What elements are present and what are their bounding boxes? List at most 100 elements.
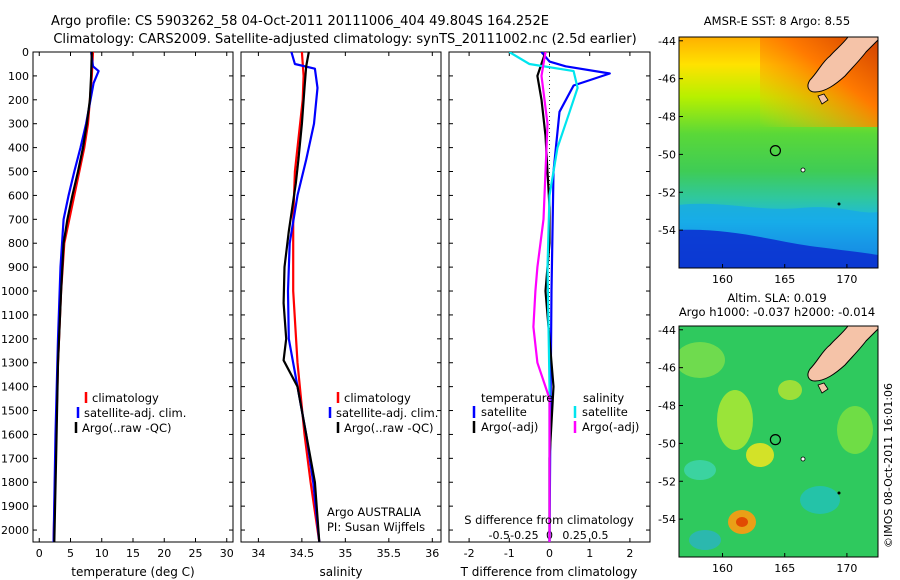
map-y-tick-label: -50 [658, 148, 676, 161]
campbell-island [837, 491, 841, 495]
temperature-legend: climatology satellite-adj. clim. Argo(..… [74, 391, 186, 435]
legend-satellite: satellite-adj. clim. [84, 406, 186, 420]
land-stewart-island [817, 382, 829, 394]
map-y-tick-label: -50 [658, 437, 676, 450]
map-x-tick-label: 160 [712, 562, 733, 575]
y-tick-label: 1100 [1, 309, 29, 322]
series-line-argo-raw-qc- [53, 52, 93, 542]
x-tick-label: 20 [157, 547, 171, 560]
map-y-tick-label: -46 [658, 73, 676, 86]
land-south-island [807, 326, 878, 382]
s-tick-label: -0.25 [510, 529, 538, 542]
y-tick-label: 100 [8, 70, 29, 83]
y-tick-label: 900 [8, 261, 29, 274]
sla-map-frame [678, 325, 879, 558]
s-tick-label: -0.5 [489, 529, 510, 542]
y-tick-label: 1800 [1, 476, 29, 489]
title-line2: Climatology: CARS2009. Satellite-adjuste… [53, 32, 636, 47]
x-tick-label: 0 [36, 547, 43, 560]
x-tick-label: 34 [251, 547, 265, 560]
difference-series-group [508, 52, 611, 542]
salinity-panel [240, 51, 442, 543]
x-tick-label: -1 [504, 547, 515, 560]
land-south-island [807, 37, 878, 93]
series-line-satellite-adj-clim- [52, 52, 100, 542]
series-layer [52, 52, 611, 542]
imos-watermark: ©IMOS 08-Oct-2011 16:01:06 [882, 383, 895, 548]
map-x-tick-label: 165 [774, 273, 795, 286]
xlabel-salinity: salinity [319, 565, 362, 579]
x-tick-label: 0 [546, 547, 553, 560]
y-tick-label: 1900 [1, 500, 29, 513]
x-tick-label: -2 [464, 547, 475, 560]
temperature-panel [32, 51, 234, 543]
series-line-argo-raw-qc- [282, 52, 321, 542]
x-tick-label: 1 [586, 547, 593, 560]
y-tick-label: 2000 [1, 524, 29, 537]
sla-anomaly [679, 342, 725, 378]
y-tick-label: 1200 [1, 333, 29, 346]
legend-satellite: satellite-adj. clim. [336, 406, 438, 420]
y-tick-label: 1000 [1, 285, 29, 298]
temperature-series-group [52, 52, 100, 542]
salinity-series-group [282, 52, 321, 542]
series-line-argo-adj- [536, 52, 555, 542]
sla-anomaly [746, 443, 774, 467]
auckland-islands [800, 167, 806, 173]
y-tick-label: 1400 [1, 381, 29, 394]
map-x-tick-label: 165 [774, 562, 795, 575]
sla-anomaly [837, 406, 873, 454]
series-line-satellite [508, 52, 579, 542]
map-y-tick-label: -48 [658, 400, 676, 413]
map-y-tick-label: -44 [658, 324, 676, 337]
sst-map-axes: 160 165 170 -44 -46 -48 -50 -52 -54 [658, 35, 857, 286]
legend-climatology: climatology [92, 391, 159, 405]
sla-map-title-line2: Argo h1000: -0.037 h2000: -0.014 [679, 305, 875, 319]
x-tick-label: 35 [338, 547, 352, 560]
legend-t-argo: Argo(-adj) [481, 420, 538, 434]
y-tick-label: 200 [8, 94, 29, 107]
y-tick-label: 600 [8, 189, 29, 202]
legend-argo: Argo(..raw -QC) [82, 421, 172, 435]
x-tick-label: 36 [425, 547, 439, 560]
map-y-tick-label: -52 [658, 186, 676, 199]
land-stewart-island [817, 93, 829, 105]
map-x-tick-label: 170 [836, 562, 857, 575]
x-tick-label: 30 [220, 547, 234, 560]
map-y-tick-label: -54 [658, 224, 676, 237]
map-y-tick-label: -52 [658, 475, 676, 488]
x-tick-label: 5 [67, 547, 74, 560]
argo-position-marker [769, 434, 781, 446]
x-tick-label: 10 [95, 547, 109, 560]
x-tick-label: 15 [126, 547, 140, 560]
sst-map-title: AMSR-E SST: 8 Argo: 8.55 [704, 14, 850, 28]
argo-position-marker [769, 145, 781, 157]
s-tick-label: 0.25 [562, 529, 587, 542]
series-line-argo-adj- [532, 52, 551, 542]
sla-anomaly [778, 380, 802, 400]
salinity-legend: climatology satellite-adj. clim. Argo(..… [327, 391, 438, 534]
argo-program-label: Argo AUSTRALIA [327, 505, 421, 519]
sst-map-frame [678, 36, 879, 269]
x-tick-label: 34.5 [290, 547, 315, 560]
difference-legend: temperature salinity satellite Argo(-adj… [464, 391, 639, 527]
x-tick-label: 35.5 [377, 547, 402, 560]
x-tick-label: 25 [189, 547, 203, 560]
y-tick-label: 1700 [1, 452, 29, 465]
sla-anomaly [800, 486, 840, 514]
map-y-tick-label: -54 [658, 513, 676, 526]
campbell-island [837, 202, 841, 206]
xlabel-temperature: temperature (deg C) [71, 565, 194, 579]
y-tick-label: 0 [22, 46, 29, 59]
legend-title-temperature: temperature [481, 391, 553, 405]
legend-s-argo: Argo(-adj) [582, 420, 639, 434]
y-tick-label: 800 [8, 237, 29, 250]
y-tick-label: 400 [8, 142, 29, 155]
xlabel-difference: T difference from climatology [460, 565, 638, 579]
pi-label: PI: Susan Wijffels [327, 520, 425, 534]
sla-anomaly [684, 460, 716, 480]
sla-anomaly [717, 390, 753, 450]
y-tick-label: 500 [8, 166, 29, 179]
y-tick-label: 1300 [1, 357, 29, 370]
